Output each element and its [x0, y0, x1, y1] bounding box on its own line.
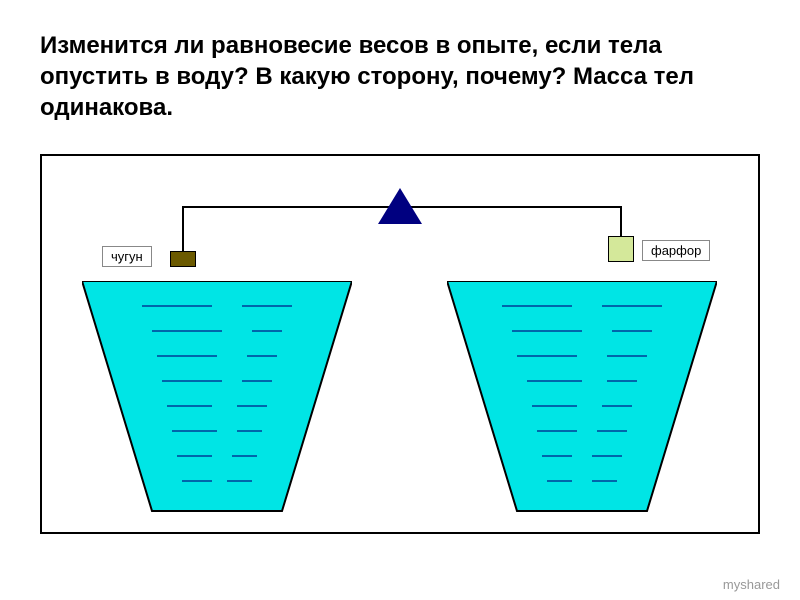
beaker-left — [82, 281, 352, 516]
weight-porcelain — [608, 236, 634, 262]
footer-watermark: myshared — [723, 577, 780, 592]
label-porcelain: фарфор — [642, 240, 710, 261]
label-iron: чугун — [102, 246, 152, 267]
physics-diagram: чугун фарфор — [40, 154, 760, 534]
string-right — [620, 206, 622, 236]
fulcrum-triangle — [378, 188, 422, 224]
beaker-right — [447, 281, 717, 516]
string-left — [182, 206, 184, 251]
question-text: Изменится ли равновесие весов в опыте, е… — [0, 0, 800, 134]
weight-iron — [170, 251, 196, 267]
